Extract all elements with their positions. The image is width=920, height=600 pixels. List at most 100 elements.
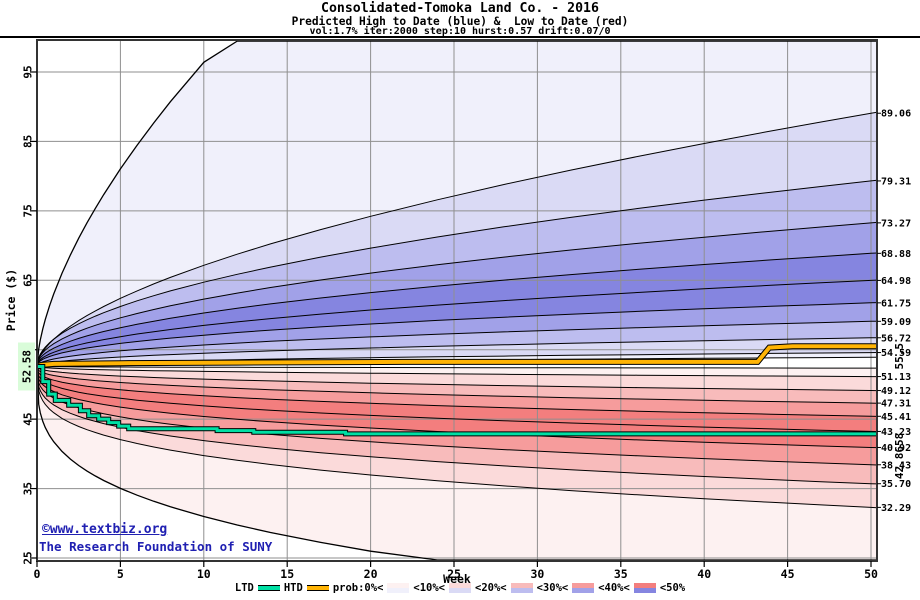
legend-label-ltd: LTD [234, 582, 254, 594]
low-percentile-curve [36, 366, 878, 417]
y-tick-label: 25 [22, 551, 35, 564]
right-value-label: 35.70 [881, 479, 911, 490]
page-title: Consolidated-Tomoka Land Co. - 2016 [321, 1, 599, 16]
legend-swatch-prob-2 [510, 583, 533, 593]
y-tick-label: 85 [22, 135, 35, 148]
low-percentile-curve [36, 366, 878, 404]
prob-band-fill [37, 41, 877, 367]
legend-label-htd: HTD [283, 582, 303, 594]
chart-subtitle: Predicted High to Date (blue) & Low to D… [291, 15, 629, 28]
x-tick-label: 40 [697, 567, 711, 581]
prob-band-fill [37, 366, 877, 484]
y-axis-title: Price ($) [4, 268, 18, 332]
y-tick-label: 95 [22, 65, 35, 78]
legend-swatch-blue-half [387, 588, 410, 593]
x-tick-label: 5 [117, 567, 124, 581]
low-percentile-curve [36, 366, 878, 509]
chart-legend: LTD HTD prob:0%< <10%< <20%< <30%< <40%< <50% [0, 582, 920, 594]
x-axis-title: Week [443, 572, 471, 586]
legend-swatch-blue-half [572, 588, 595, 593]
right-value-label: 47.31 [881, 399, 911, 410]
y-tick-label: 65 [22, 274, 35, 287]
legend-label-prob-2: <20%< [475, 582, 507, 594]
right-value-label: 89.06 [881, 109, 911, 120]
legend-swatch-prob-1 [449, 583, 471, 593]
right-value-label: 40.92 [881, 443, 911, 454]
legend-label-prob-3: <30%< [536, 582, 569, 594]
prob-band-fill [37, 366, 877, 448]
legend-label-prob-0: prob:0%< [332, 582, 384, 594]
legend-swatch-red-half [449, 583, 471, 588]
low-percentile-curve [36, 366, 878, 392]
right-value-label: 61.75 [881, 298, 911, 309]
prob-band-fill [37, 366, 877, 432]
legend-swatch-htd-line [306, 585, 329, 591]
legend-label-prob-4: <40%< [598, 582, 630, 594]
prob-band-fill [37, 366, 877, 391]
legend-swatch-blue-half [510, 588, 533, 593]
right-value-label: 54.59 [881, 348, 911, 359]
low-percentile-curve [36, 366, 878, 485]
ltd-final-label: 42.8658 [893, 433, 906, 479]
right-value-label: 51.13 [881, 372, 911, 383]
x-tick-label: 25 [447, 567, 461, 581]
x-tick-label: 20 [364, 567, 378, 581]
high-percentile-curve [36, 252, 878, 367]
x-tick-label: 30 [530, 567, 544, 581]
legend-swatch-blue-half [449, 588, 471, 593]
ltd-line [37, 365, 877, 436]
prob-band-fill [37, 253, 877, 367]
legend-swatch-blue-half [633, 588, 656, 593]
right-value-label: 59.09 [881, 317, 911, 328]
legend-label-prob-1: <10%< [413, 582, 445, 594]
legend-label-prob-5: <50% [659, 582, 686, 594]
x-tick-label: 50 [864, 567, 878, 581]
htd-line [36, 344, 877, 369]
legend-swatch-red-half [510, 583, 533, 588]
simulation-params: vol:1.7% iter:2000 step:10 hurst:0.57 dr… [309, 26, 611, 37]
legend-swatch-red-half [572, 583, 595, 588]
prob-band-fill [37, 366, 877, 417]
prob-band-fill [37, 280, 877, 367]
htd-final-label: 55.5 [893, 343, 906, 370]
start-price-label: 52.58 [21, 350, 34, 383]
watermark-link[interactable]: ©www.textbiz.org [42, 522, 168, 537]
prob-band-fill [37, 112, 877, 367]
right-value-label: 79.31 [881, 176, 911, 187]
prob-band-fill [37, 321, 877, 367]
right-value-label: 73.27 [881, 218, 911, 229]
y-tick-label: 35 [22, 482, 35, 495]
right-value-label: 38.43 [881, 460, 911, 471]
x-tick-label: 45 [781, 567, 795, 581]
right-value-label: 68.88 [881, 249, 911, 260]
legend-swatch-red-half [633, 583, 656, 588]
right-value-label: 43.23 [881, 427, 911, 438]
prob-band-fill [37, 366, 877, 560]
plot-frame [36, 39, 878, 562]
prob-band-fill [37, 302, 877, 367]
high-percentile-curve [36, 302, 878, 367]
right-value-label: 45.41 [881, 412, 911, 423]
prob-band-fill [37, 366, 877, 465]
title-separator [0, 36, 920, 38]
start-price-badge: 52.58 [18, 342, 35, 391]
legend-swatch-prob-4 [633, 583, 656, 593]
upper-envelope-curve [36, 40, 877, 367]
x-tick-label: 0 [34, 567, 41, 581]
low-percentile-curve [36, 366, 877, 378]
prob-band-fill [37, 180, 877, 367]
x-tick-label: 10 [197, 567, 211, 581]
prob-band-fill [37, 366, 877, 508]
prob-band-fill [37, 366, 877, 377]
right-value-label: 49.12 [881, 386, 911, 397]
high-percentile-curve [36, 279, 878, 367]
legend-swatch-prob-3 [572, 583, 595, 593]
legend-swatch-prob-0 [387, 583, 410, 593]
high-percentile-curve [36, 221, 878, 367]
right-value-label: 64.98 [881, 276, 911, 287]
x-tick-label: 35 [614, 567, 628, 581]
legend-swatch-ltd-line [257, 585, 280, 591]
x-tick-label: 15 [280, 567, 294, 581]
